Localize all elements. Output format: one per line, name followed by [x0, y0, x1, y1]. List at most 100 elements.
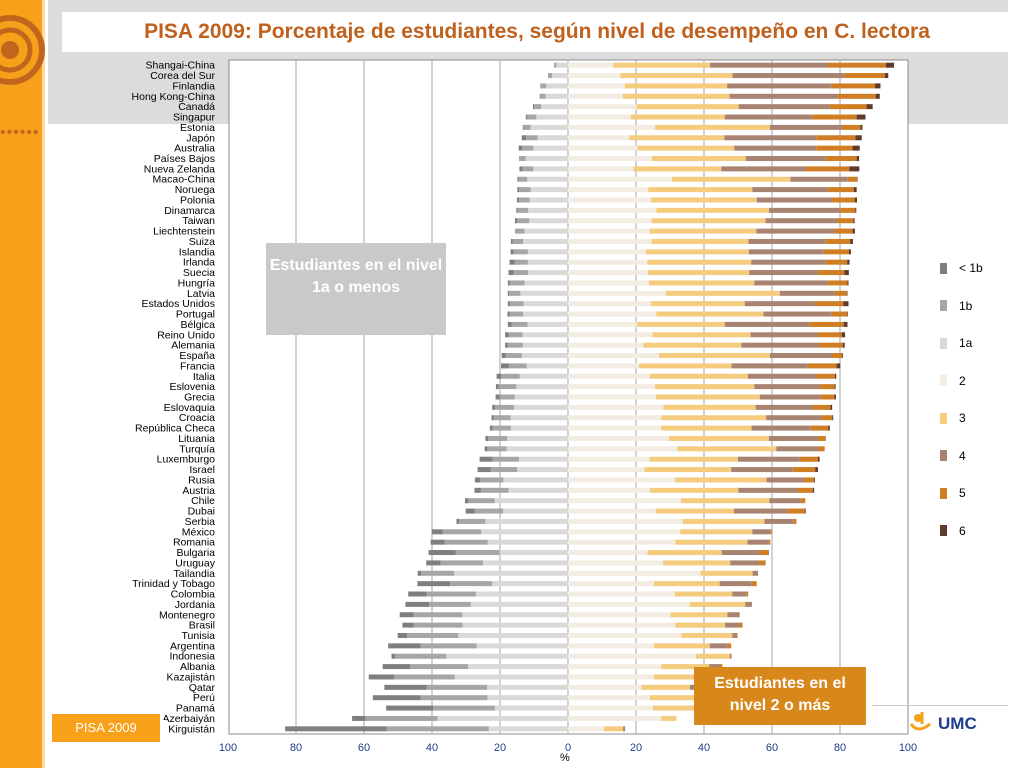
bar-segment: [746, 591, 749, 597]
bar-segment: [512, 238, 524, 244]
left-accent-line: [42, 0, 45, 768]
bar-segment: [568, 446, 678, 452]
bar-segment: [285, 726, 387, 732]
bar-segment: [507, 321, 512, 327]
legend-item: 2: [940, 371, 966, 391]
bar-segment: [655, 384, 755, 390]
bar-segment: [639, 363, 732, 369]
bar-segment: [732, 632, 738, 638]
category-label: Finlandia: [172, 80, 215, 92]
bar-segment: [568, 249, 646, 255]
bar-segment: [568, 529, 681, 535]
bar-segment: [505, 332, 509, 338]
bar-segment: [709, 643, 728, 649]
bar-segment: [647, 270, 750, 276]
bar-segment: [663, 404, 756, 410]
bar-segment: [825, 156, 857, 162]
bar-segment: [568, 394, 657, 400]
category-label: Bulgaria: [176, 547, 215, 559]
bar-segment: [812, 404, 831, 410]
bar-segment: [847, 280, 849, 286]
bar-segment: [444, 539, 488, 545]
x-tick-label: 60: [358, 742, 370, 754]
bar-segment: [540, 83, 542, 89]
swirl-logo-icon: [0, 15, 45, 85]
bar-segment: [724, 114, 813, 120]
bar-segment: [537, 135, 568, 141]
bar-segment: [517, 467, 568, 473]
bar-segment: [681, 632, 733, 638]
category-label: Turquía: [179, 443, 215, 455]
bar-segment: [834, 228, 853, 234]
bar-segment: [509, 290, 521, 296]
bar-segment: [568, 715, 662, 721]
bar-segment: [505, 342, 508, 348]
bar-segment: [663, 560, 731, 566]
bar-segment: [629, 135, 725, 141]
bar-segment: [568, 622, 676, 628]
category-label: Montenegro: [159, 609, 215, 621]
bar-segment: [568, 601, 690, 607]
bar-segment: [800, 498, 806, 504]
bar-segment: [568, 290, 666, 296]
bar-segment: [507, 311, 510, 317]
bar-segment: [426, 560, 441, 566]
bar-segment: [523, 311, 568, 317]
bar-segment: [655, 508, 734, 514]
bar-segment: [843, 301, 849, 307]
bar-segment: [568, 238, 652, 244]
category-label: Australia: [174, 143, 215, 155]
bar-segment: [654, 581, 720, 587]
bar-segment: [855, 207, 857, 213]
bar-segment: [474, 487, 481, 493]
bar-segment: [568, 508, 656, 514]
legend-label: < 1b: [959, 261, 983, 275]
bar-segment: [809, 321, 844, 327]
bar-segment: [446, 653, 568, 659]
bar-segment: [386, 726, 489, 732]
x-tick-label: 100: [899, 742, 917, 754]
bar-segment: [516, 384, 568, 390]
bar-segment: [860, 124, 863, 130]
bar-segment: [480, 487, 509, 493]
bar-segment: [492, 404, 495, 410]
bar-segment: [520, 290, 568, 296]
bar-segment: [637, 145, 735, 151]
legend-swatch: [940, 525, 947, 536]
bar-segment: [818, 342, 843, 348]
category-label: Trinidad y Tobago: [132, 578, 215, 590]
legend-swatch: [940, 375, 947, 386]
bar-segment: [417, 581, 451, 587]
bar-segment: [568, 518, 683, 524]
legend-label: 2: [959, 373, 966, 388]
bar-segment: [420, 643, 477, 649]
category-label: Reino Unido: [157, 329, 215, 341]
bar-segment: [517, 207, 529, 213]
bar-segment: [421, 570, 455, 576]
bar-segment: [483, 560, 568, 566]
bar-segment: [552, 73, 568, 79]
bar-segment: [429, 601, 471, 607]
bar-segment: [649, 695, 697, 701]
bar-segment: [724, 135, 817, 141]
bar-segment: [417, 570, 422, 576]
x-tick-label: 80: [290, 742, 302, 754]
bar-segment: [545, 93, 568, 99]
bar-segment: [568, 425, 662, 431]
bar-segment: [510, 249, 514, 255]
bar-segment: [647, 550, 722, 556]
bar-segment: [748, 249, 824, 255]
bar-segment: [844, 73, 885, 79]
bar-segment: [727, 612, 740, 618]
bar-segment: [613, 62, 711, 68]
category-label: Argentina: [170, 640, 215, 652]
bar-segment: [487, 539, 568, 545]
bar-segment: [540, 93, 546, 99]
bar-segment: [828, 62, 886, 68]
bar-segment: [759, 560, 766, 566]
bar-segment: [834, 373, 837, 379]
bar-segment: [554, 62, 557, 68]
category-label: Azerbaiyán: [162, 713, 215, 725]
bar-segment: [633, 166, 722, 172]
bar-segment: [454, 674, 568, 680]
